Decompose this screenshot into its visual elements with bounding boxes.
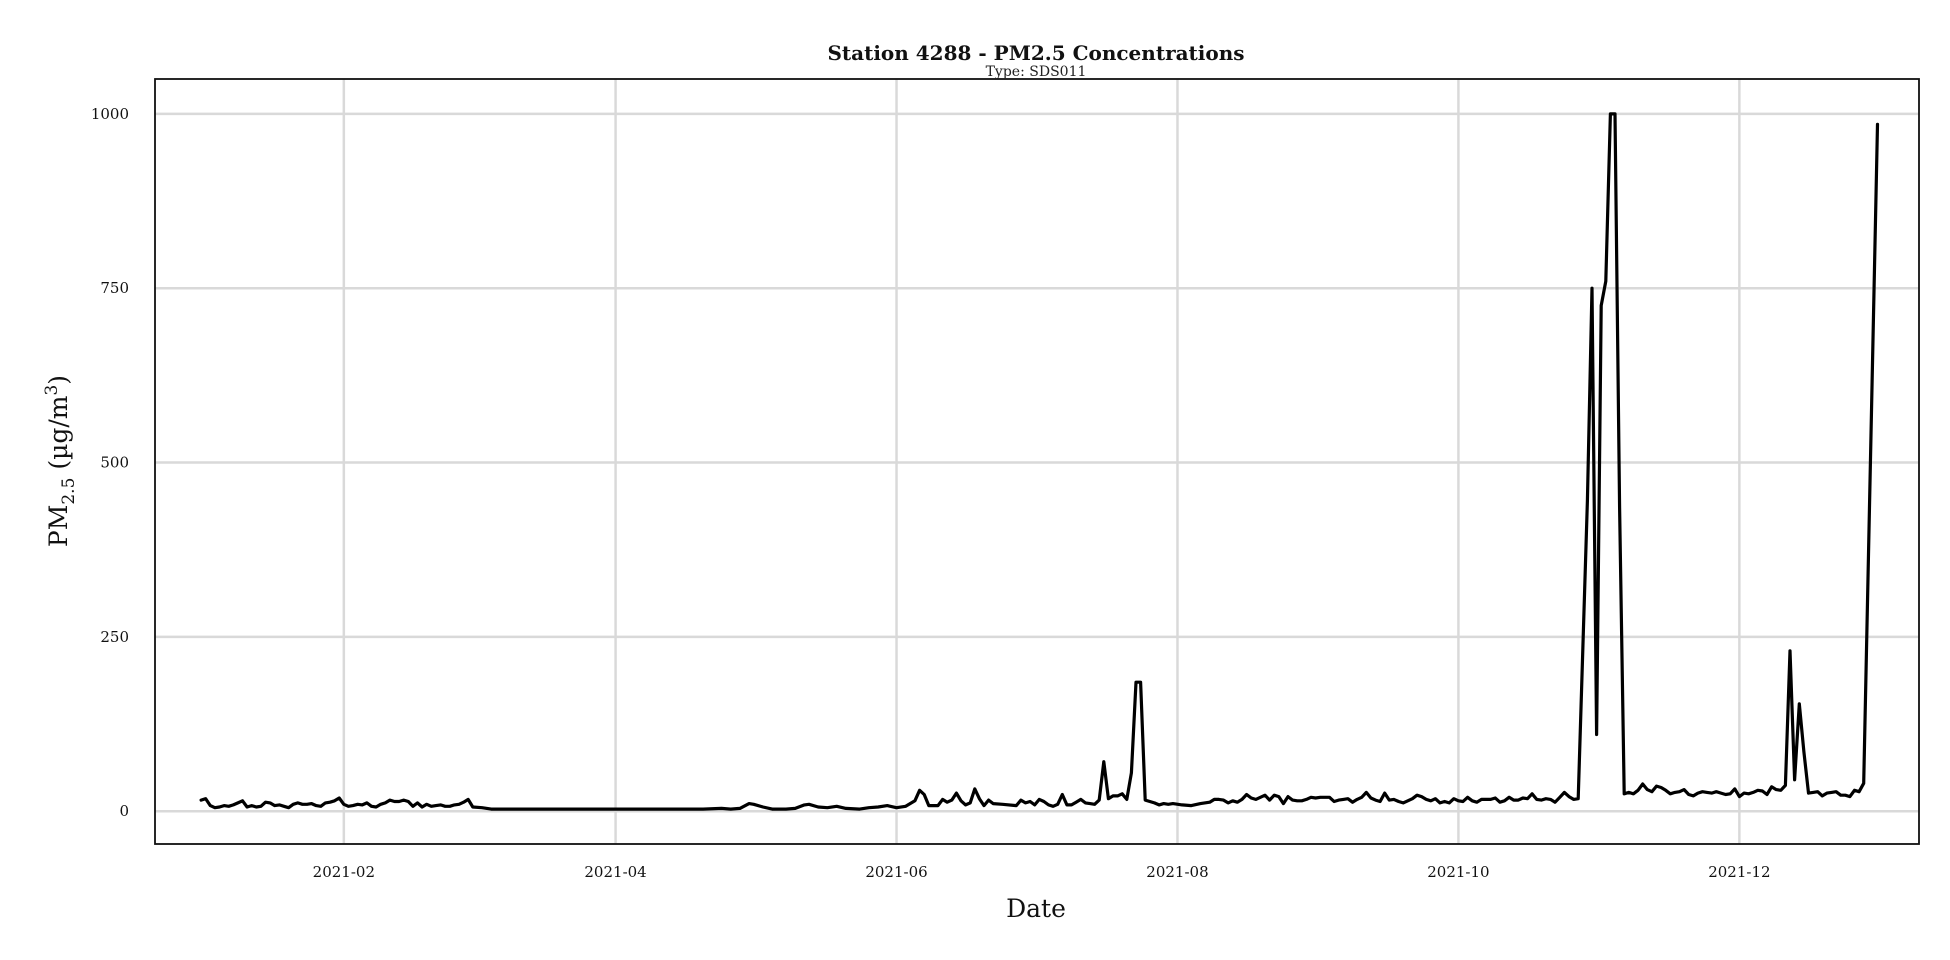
x-axis-ticks: 2021-02 2021-04 2021-06 2021-08 2021-10 2021-… (313, 863, 1771, 881)
gridlines (155, 79, 1919, 844)
x-tick-label: 2021-02 (313, 863, 375, 881)
y-tick-label: 500 (100, 454, 129, 472)
y-axis-ticks: 0 250 500 750 1000 (91, 105, 129, 820)
x-axis-label: Date (1006, 894, 1066, 923)
x-tick-label: 2021-08 (1146, 863, 1208, 881)
y-axis-label: PM2.5 (µg/m3) (42, 375, 79, 547)
y-tick-label: 250 (100, 628, 129, 646)
y-tick-label: 1000 (91, 105, 129, 123)
y-tick-label: 0 (119, 802, 129, 820)
chart-title: Station 4288 - PM2.5 Concentrations (827, 41, 1244, 65)
y-label-subscript: 2.5 (59, 478, 79, 505)
chart-subtitle: Type: SDS011 (986, 64, 1087, 80)
x-tick-label: 2021-12 (1708, 863, 1770, 881)
y-label-unit-close: ) (44, 375, 73, 385)
x-tick-label: 2021-04 (584, 863, 646, 881)
y-label-unit-open: (µg/m (44, 395, 73, 477)
y-label-superscript: 3 (42, 385, 62, 396)
y-tick-label: 750 (100, 279, 129, 297)
x-tick-label: 2021-06 (865, 863, 927, 881)
plot-frame (154, 78, 1920, 845)
y-label-base: PM (44, 505, 73, 547)
pm25-series-line (199, 112, 1880, 811)
x-tick-label: 2021-10 (1427, 863, 1489, 881)
